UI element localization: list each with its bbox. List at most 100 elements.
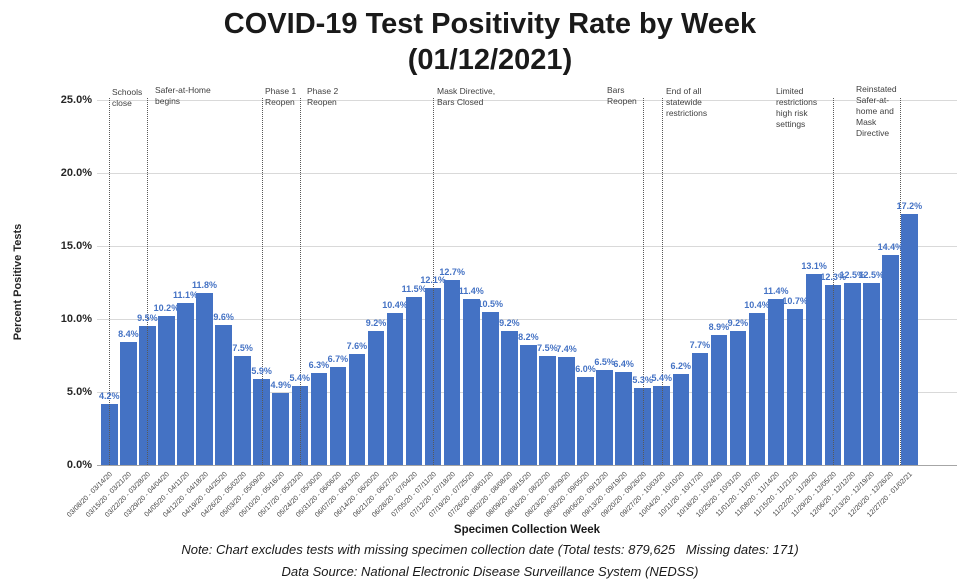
y-tick-label: 0.0% (66, 459, 92, 471)
annotation-text: Mask Directive, Bars Closed (437, 86, 496, 108)
bar-value-label: 7.5% (232, 342, 253, 353)
bar (691, 352, 709, 465)
annotation-line (109, 98, 111, 465)
bar-value-label: 10.7% (782, 295, 808, 306)
bar-value-label: 11.4% (458, 285, 484, 296)
bar (748, 313, 766, 465)
bar-value-label: 12.7% (439, 266, 465, 277)
annotation-line (833, 98, 835, 465)
annotation-text: Safer-at-Home begins (155, 85, 211, 107)
bar-value-label: 5.4% (289, 373, 311, 384)
bar-value-label: 9.6% (213, 311, 234, 322)
bar-value-label: 4.2% (99, 390, 120, 401)
bar (272, 393, 290, 465)
bar (520, 345, 537, 465)
bar-value-label: 4.9% (270, 380, 291, 391)
annotation-text: End of all statewide restrictions (666, 86, 708, 119)
bar-value-label: 9.2% (365, 317, 387, 328)
note-text: Note: Chart excludes tests with missing … (181, 542, 799, 557)
bar-value-label: 8.4% (118, 329, 139, 340)
bar-value-label: 11.1% (172, 289, 199, 300)
y-tick-label: 20.0% (60, 167, 92, 179)
bar (653, 386, 671, 465)
bar (348, 354, 366, 465)
bar-value-label: 9.2% (499, 317, 520, 328)
annotation-text: Phase 2 Reopen (307, 86, 339, 108)
chart-title: COVID-19 Test Positivity Rate by Week (223, 8, 757, 40)
annotation-line (642, 98, 644, 465)
source-text: Data Source: National Electronic Disease… (281, 564, 699, 579)
bar-value-label: 7.6% (346, 341, 368, 352)
bar (615, 371, 632, 465)
bar-value-label: 11.5% (401, 284, 427, 295)
bar (596, 370, 613, 465)
bar (843, 282, 861, 465)
bar (786, 308, 804, 465)
gridline (97, 173, 957, 174)
bar (367, 330, 385, 465)
bar-value-label: 9.2% (727, 317, 749, 328)
annotation-text: Bars Reopen (607, 85, 637, 107)
bar (310, 373, 328, 465)
bar (710, 335, 728, 465)
bar-value-label: 5.9% (251, 365, 272, 376)
annotation-line (661, 98, 663, 465)
bar-value-label: 6.5% (594, 357, 615, 368)
bar-value-label: 5.4% (651, 373, 672, 384)
gridline (97, 100, 957, 101)
bar (462, 298, 480, 465)
bar (672, 374, 690, 465)
annotation-line (147, 98, 149, 465)
bar-value-label: 9.5% (137, 313, 158, 324)
bar (805, 273, 823, 465)
bar (501, 330, 518, 465)
bar-value-label: 8.9% (708, 322, 730, 333)
gridline (97, 465, 957, 466)
bar (767, 298, 785, 465)
bar (577, 377, 594, 465)
bar-value-label: 6.0% (575, 364, 596, 375)
bar (882, 254, 899, 465)
y-tick-label: 15.0% (60, 240, 92, 252)
y-axis-title: Percent Positive Tests (12, 223, 24, 341)
bar-value-label: 12.5% (858, 269, 885, 280)
chart-subtitle: (01/12/2021) (407, 44, 573, 76)
bar-value-label: 10.4% (744, 300, 770, 311)
bar-value-label: 6.2% (670, 361, 692, 372)
bar-value-label: 11.8% (192, 279, 218, 290)
annotation-text: Schools close (112, 87, 143, 109)
bar (177, 302, 194, 465)
bar-value-label: 12.5% (839, 269, 866, 280)
annotation-line (299, 98, 301, 465)
annotation-line (261, 98, 263, 465)
bar-value-label: 6.3% (308, 360, 330, 371)
bar (405, 297, 423, 465)
bar-value-label: 6.7% (327, 354, 349, 365)
y-tick-label: 5.0% (66, 386, 92, 398)
bar-value-label: 7.7% (689, 339, 711, 350)
bar (215, 324, 232, 465)
bar-value-label: 10.4% (382, 300, 408, 311)
annotation-line (899, 98, 901, 465)
bar-value-label: 8.2% (518, 332, 539, 343)
bar-value-label: 7.4% (556, 343, 577, 354)
bar-value-label: 11.4% (763, 285, 789, 296)
bar (482, 311, 499, 465)
bar-value-label: 7.5% (537, 342, 558, 353)
bar (120, 342, 137, 465)
bar-value-label: 17.2% (896, 200, 923, 211)
bar (539, 355, 556, 465)
bar-value-label: 12.3% (820, 272, 846, 283)
y-tick-label: 25.0% (60, 94, 92, 106)
annotation-line (433, 98, 435, 465)
bar (863, 282, 880, 465)
bar (386, 313, 404, 465)
bar-value-label: 10.5% (477, 298, 504, 309)
gridline (97, 319, 957, 320)
bar-value-label: 13.1% (801, 260, 827, 271)
bar (558, 356, 575, 465)
bar (729, 330, 747, 465)
annotation-text: Reinstated Safer-at- home and Mask Direc… (856, 84, 897, 139)
bar (901, 213, 918, 465)
